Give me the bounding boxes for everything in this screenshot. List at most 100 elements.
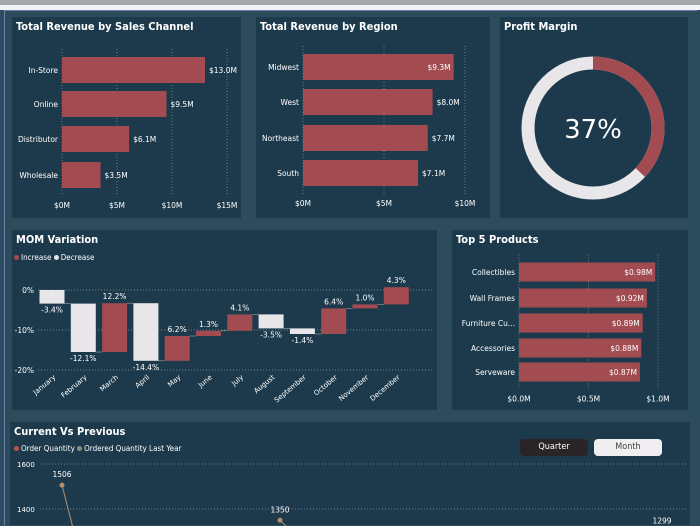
profit-margin-panel: Profit Margin 37% — [500, 17, 688, 218]
data-label: $3.5M — [105, 171, 128, 180]
data-label: -12.1% — [70, 354, 97, 363]
waterfall-bar — [227, 314, 253, 331]
y-tick-label: 0% — [22, 286, 34, 295]
x-tick-label: $0M — [54, 201, 70, 210]
x-tick-label: February — [60, 373, 89, 399]
data-label: 1.0% — [355, 293, 374, 302]
legend-increase[interactable]: Increase — [14, 253, 51, 262]
bar — [519, 288, 647, 308]
category-label: Accessories — [471, 344, 515, 353]
data-label: 4.1% — [230, 303, 249, 312]
series-line-segment — [279, 519, 287, 526]
data-label: $13.0M — [209, 66, 237, 75]
x-tick-label: $0.0M — [507, 395, 530, 404]
data-label: $0.87M — [609, 368, 637, 377]
bar — [62, 91, 167, 117]
decrease-dot-icon — [53, 255, 59, 260]
top-strip — [0, 0, 700, 5]
category-label: West — [281, 98, 299, 107]
category-label: Wholesale — [19, 171, 58, 180]
y-tick-label: 1600 — [17, 461, 35, 469]
mom-variation-panel: MOM Variation Increase Decrease 0% -10% -2… — [12, 230, 437, 410]
bar — [62, 162, 101, 188]
current-vs-previous-chart: 1600 1400 1506 1350 1299 — [17, 461, 686, 526]
category-label: Midwest — [268, 63, 299, 72]
data-label: $9.3M — [427, 63, 450, 72]
x-tick-label: May — [166, 373, 182, 388]
category-label: Distributor — [18, 135, 59, 144]
bar — [519, 362, 640, 382]
waterfall-bar — [39, 290, 65, 304]
data-point — [277, 517, 283, 523]
data-label: $7.1M — [422, 169, 445, 178]
y-tick-label: -10% — [15, 326, 34, 335]
bar — [519, 313, 643, 333]
category-label: South — [277, 169, 299, 178]
sales-channel-chart: $0M $5M $10M $15M In-Store $13.0M Online $9.5M D… — [18, 49, 238, 210]
waterfall-bar — [258, 314, 284, 329]
series-line-segment — [61, 485, 73, 526]
data-label: $6.1M — [133, 135, 156, 144]
data-label: $9.5M — [171, 100, 194, 109]
x-tick-label: $5M — [109, 201, 125, 210]
bar — [519, 262, 656, 282]
category-label: Collectibles — [472, 268, 515, 277]
waterfall-bar — [102, 303, 128, 352]
x-tick-label: $10M — [455, 199, 476, 208]
profit-margin-title: Profit Margin — [504, 20, 578, 33]
data-point — [59, 482, 65, 488]
data-label: -3.5% — [260, 330, 282, 339]
profit-margin-chart: 37% — [521, 56, 665, 200]
x-tick-label: $5M — [376, 199, 392, 208]
legend-order-quantity[interactable]: Order Quantity — [14, 444, 75, 453]
category-label: Furniture Cu... — [462, 319, 515, 328]
header-band — [0, 5, 700, 10]
legend-last-year[interactable]: Ordered Quantity Last Year — [77, 444, 181, 453]
order-quantity-dot-icon — [14, 446, 19, 451]
region-title: Total Revenue by Region — [260, 20, 398, 33]
legend-decrease[interactable]: Decrease — [53, 253, 95, 262]
data-label: $0.98M — [624, 268, 652, 277]
quarter-toggle-button[interactable]: Quarter — [520, 439, 588, 456]
top-products-title: Top 5 Products — [456, 233, 539, 246]
mom-variation-title: MOM Variation — [16, 233, 99, 246]
x-tick-label: November — [337, 373, 370, 403]
category-label: Serveware — [475, 368, 515, 377]
category-label: Wall Frames — [470, 294, 515, 303]
category-label: Northeast — [262, 134, 299, 143]
category-label: Online — [34, 100, 59, 109]
waterfall-bar — [289, 328, 315, 334]
x-tick-label: June — [196, 373, 214, 390]
x-tick-label: September — [273, 373, 308, 404]
bar — [303, 54, 454, 80]
current-vs-previous-title: Current Vs Previous — [14, 425, 126, 438]
month-toggle-button[interactable]: Month — [594, 439, 662, 456]
x-tick-label: January — [31, 373, 57, 397]
increase-dot-icon — [14, 255, 19, 260]
y-tick-label: -20% — [15, 366, 34, 375]
donut-center-label: 37% — [564, 115, 622, 145]
data-label: 6.2% — [168, 325, 187, 334]
x-tick-label: $1.0M — [646, 395, 669, 404]
waterfall-bar — [383, 287, 409, 305]
x-tick-label: December — [369, 373, 402, 403]
data-label: 1350 — [270, 505, 289, 514]
data-label: 12.2% — [103, 292, 127, 301]
top-products-chart: $0.0M $0.5M $1.0M Collectibles $0.98M Wall Fr… — [462, 254, 670, 404]
data-label: 6.4% — [324, 297, 343, 306]
data-label: 4.3% — [387, 276, 406, 285]
x-tick-label: $15M — [217, 201, 238, 210]
data-label: $0.92M — [616, 294, 644, 303]
bar — [303, 125, 428, 151]
legend-decrease-label: Decrease — [60, 253, 95, 262]
data-label: 1506 — [52, 470, 71, 479]
y-tick-label: 1400 — [17, 506, 35, 514]
x-tick-label: $0M — [295, 199, 311, 208]
waterfall-bar — [70, 303, 96, 352]
data-label: 1299 — [652, 517, 671, 526]
waterfall-bar — [321, 308, 347, 334]
x-tick-label: $0.5M — [577, 395, 600, 404]
bar — [62, 126, 130, 152]
waterfall-bar — [133, 303, 159, 361]
last-year-dot-icon — [77, 446, 83, 451]
